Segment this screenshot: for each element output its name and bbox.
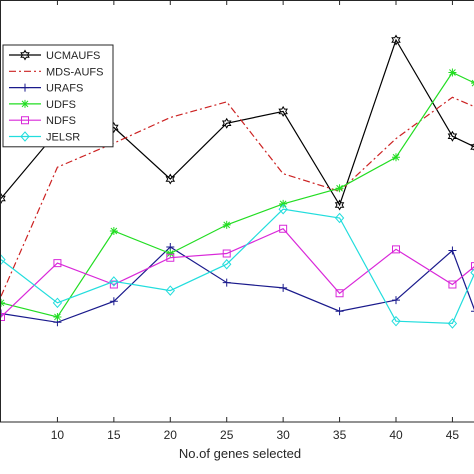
x-tick-label-30: 30 (276, 428, 290, 442)
data-point-ndfs-25 (222, 249, 231, 258)
data-point-udfs-35 (335, 184, 344, 193)
data-point-udfs-40 (392, 153, 400, 162)
data-point-ndfs-47 (471, 262, 474, 271)
data-point-ucmaufs-45 (447, 130, 458, 142)
data-point-udfs-15 (109, 227, 118, 235)
legend-marker-ndfs (21, 116, 29, 125)
legend-marker-urafs (21, 83, 29, 92)
data-point-udfs-25 (222, 220, 231, 229)
data-point-ndfs-45 (448, 280, 457, 289)
legend-entry-ndfs: NDFS (9, 115, 76, 127)
legend-label-udfs: UDFS (46, 99, 76, 111)
data-point-jelsr-20 (165, 285, 175, 296)
series-line-jelsr (0, 208, 474, 325)
data-point-jelsr-25 (222, 258, 232, 270)
legend-label-ucmaufs: UCMAUFS (46, 50, 100, 62)
legend-entry-mds-aufs: MDS-AUFS (9, 66, 103, 78)
data-point-udfs-45 (448, 68, 457, 77)
data-point-urafs-30 (279, 283, 288, 292)
x-tick-label-45: 45 (446, 428, 460, 442)
data-point-jelsr-47 (470, 268, 474, 277)
legend-label-urafs: URAFS (46, 83, 83, 95)
legend-entry-jelsr: JELSR (9, 131, 80, 144)
data-point-ndfs-40 (392, 245, 400, 254)
legend-marker-jelsr (20, 131, 30, 142)
legend-entry-ucmaufs: UCMAUFS (9, 49, 100, 62)
data-point-urafs-40 (392, 296, 400, 305)
data-point-ndfs-20 (166, 253, 175, 262)
data-point-urafs-25 (222, 278, 231, 287)
series-mds-aufs (0, 96, 474, 297)
data-point-ucmaufs-30 (278, 105, 288, 117)
data-point-udfs-10 (53, 312, 62, 321)
data-point-ndfs-5 (0, 312, 5, 321)
series-jelsr (0, 203, 474, 329)
data-point-udfs-20 (166, 249, 175, 258)
data-point-urafs-35 (335, 307, 344, 316)
data-point-ucmaufs-20 (165, 173, 176, 185)
x-tick-label-25: 25 (220, 428, 234, 442)
data-point-ucmaufs-47 (470, 143, 474, 151)
x-tick-label-40: 40 (389, 428, 403, 442)
x-tick-label-35: 35 (333, 428, 347, 442)
data-point-jelsr-30 (278, 203, 288, 215)
axes-layer: 10 15 20 25 30 35 40 45 (0, 0, 474, 442)
series-line-mds-aufs (0, 96, 474, 297)
data-point-ucmaufs-25 (221, 117, 232, 129)
legend-label-mds-aufs: MDS-AUFS (46, 66, 103, 78)
legend-label-ndfs: NDFS (46, 115, 76, 127)
data-point-jelsr-15 (109, 276, 119, 287)
data-point-urafs-45 (448, 246, 457, 255)
data-point-ndfs-10 (53, 259, 62, 268)
legend-box (2, 44, 114, 148)
legend-label-jelsr: JELSR (46, 132, 80, 144)
x-tick-label-20: 20 (164, 428, 178, 442)
series-ndfs (0, 224, 474, 321)
data-point-urafs-47 (471, 310, 474, 312)
data-point-ndfs-30 (279, 224, 288, 233)
legend-marker-ucmaufs (20, 49, 30, 61)
data-point-ndfs-35 (335, 289, 344, 298)
x-tick-label-10: 10 (51, 428, 65, 442)
data-point-urafs-15 (109, 297, 118, 306)
legend-entry-urafs: URAFS (9, 83, 83, 95)
data-point-ucmaufs-35 (334, 199, 345, 211)
series-line-ndfs (0, 227, 474, 318)
data-point-jelsr-45 (447, 318, 458, 329)
data-point-jelsr-10 (52, 297, 63, 309)
series-line-urafs (0, 246, 474, 323)
legend-marker-udfs (21, 99, 29, 108)
x-tick-label-15: 15 (107, 428, 121, 442)
legend-entry-udfs: UDFS (9, 99, 76, 111)
x-axis-label: No.of genes selected (179, 446, 301, 461)
data-point-ucmaufs-40 (391, 34, 401, 46)
legend: UCMAUFS MDS-AUFS URAFS UDFS NDFS JELSR (2, 44, 114, 148)
data-point-jelsr-40 (391, 315, 401, 327)
data-point-udfs-30 (279, 199, 288, 208)
data-point-jelsr-35 (334, 212, 345, 224)
